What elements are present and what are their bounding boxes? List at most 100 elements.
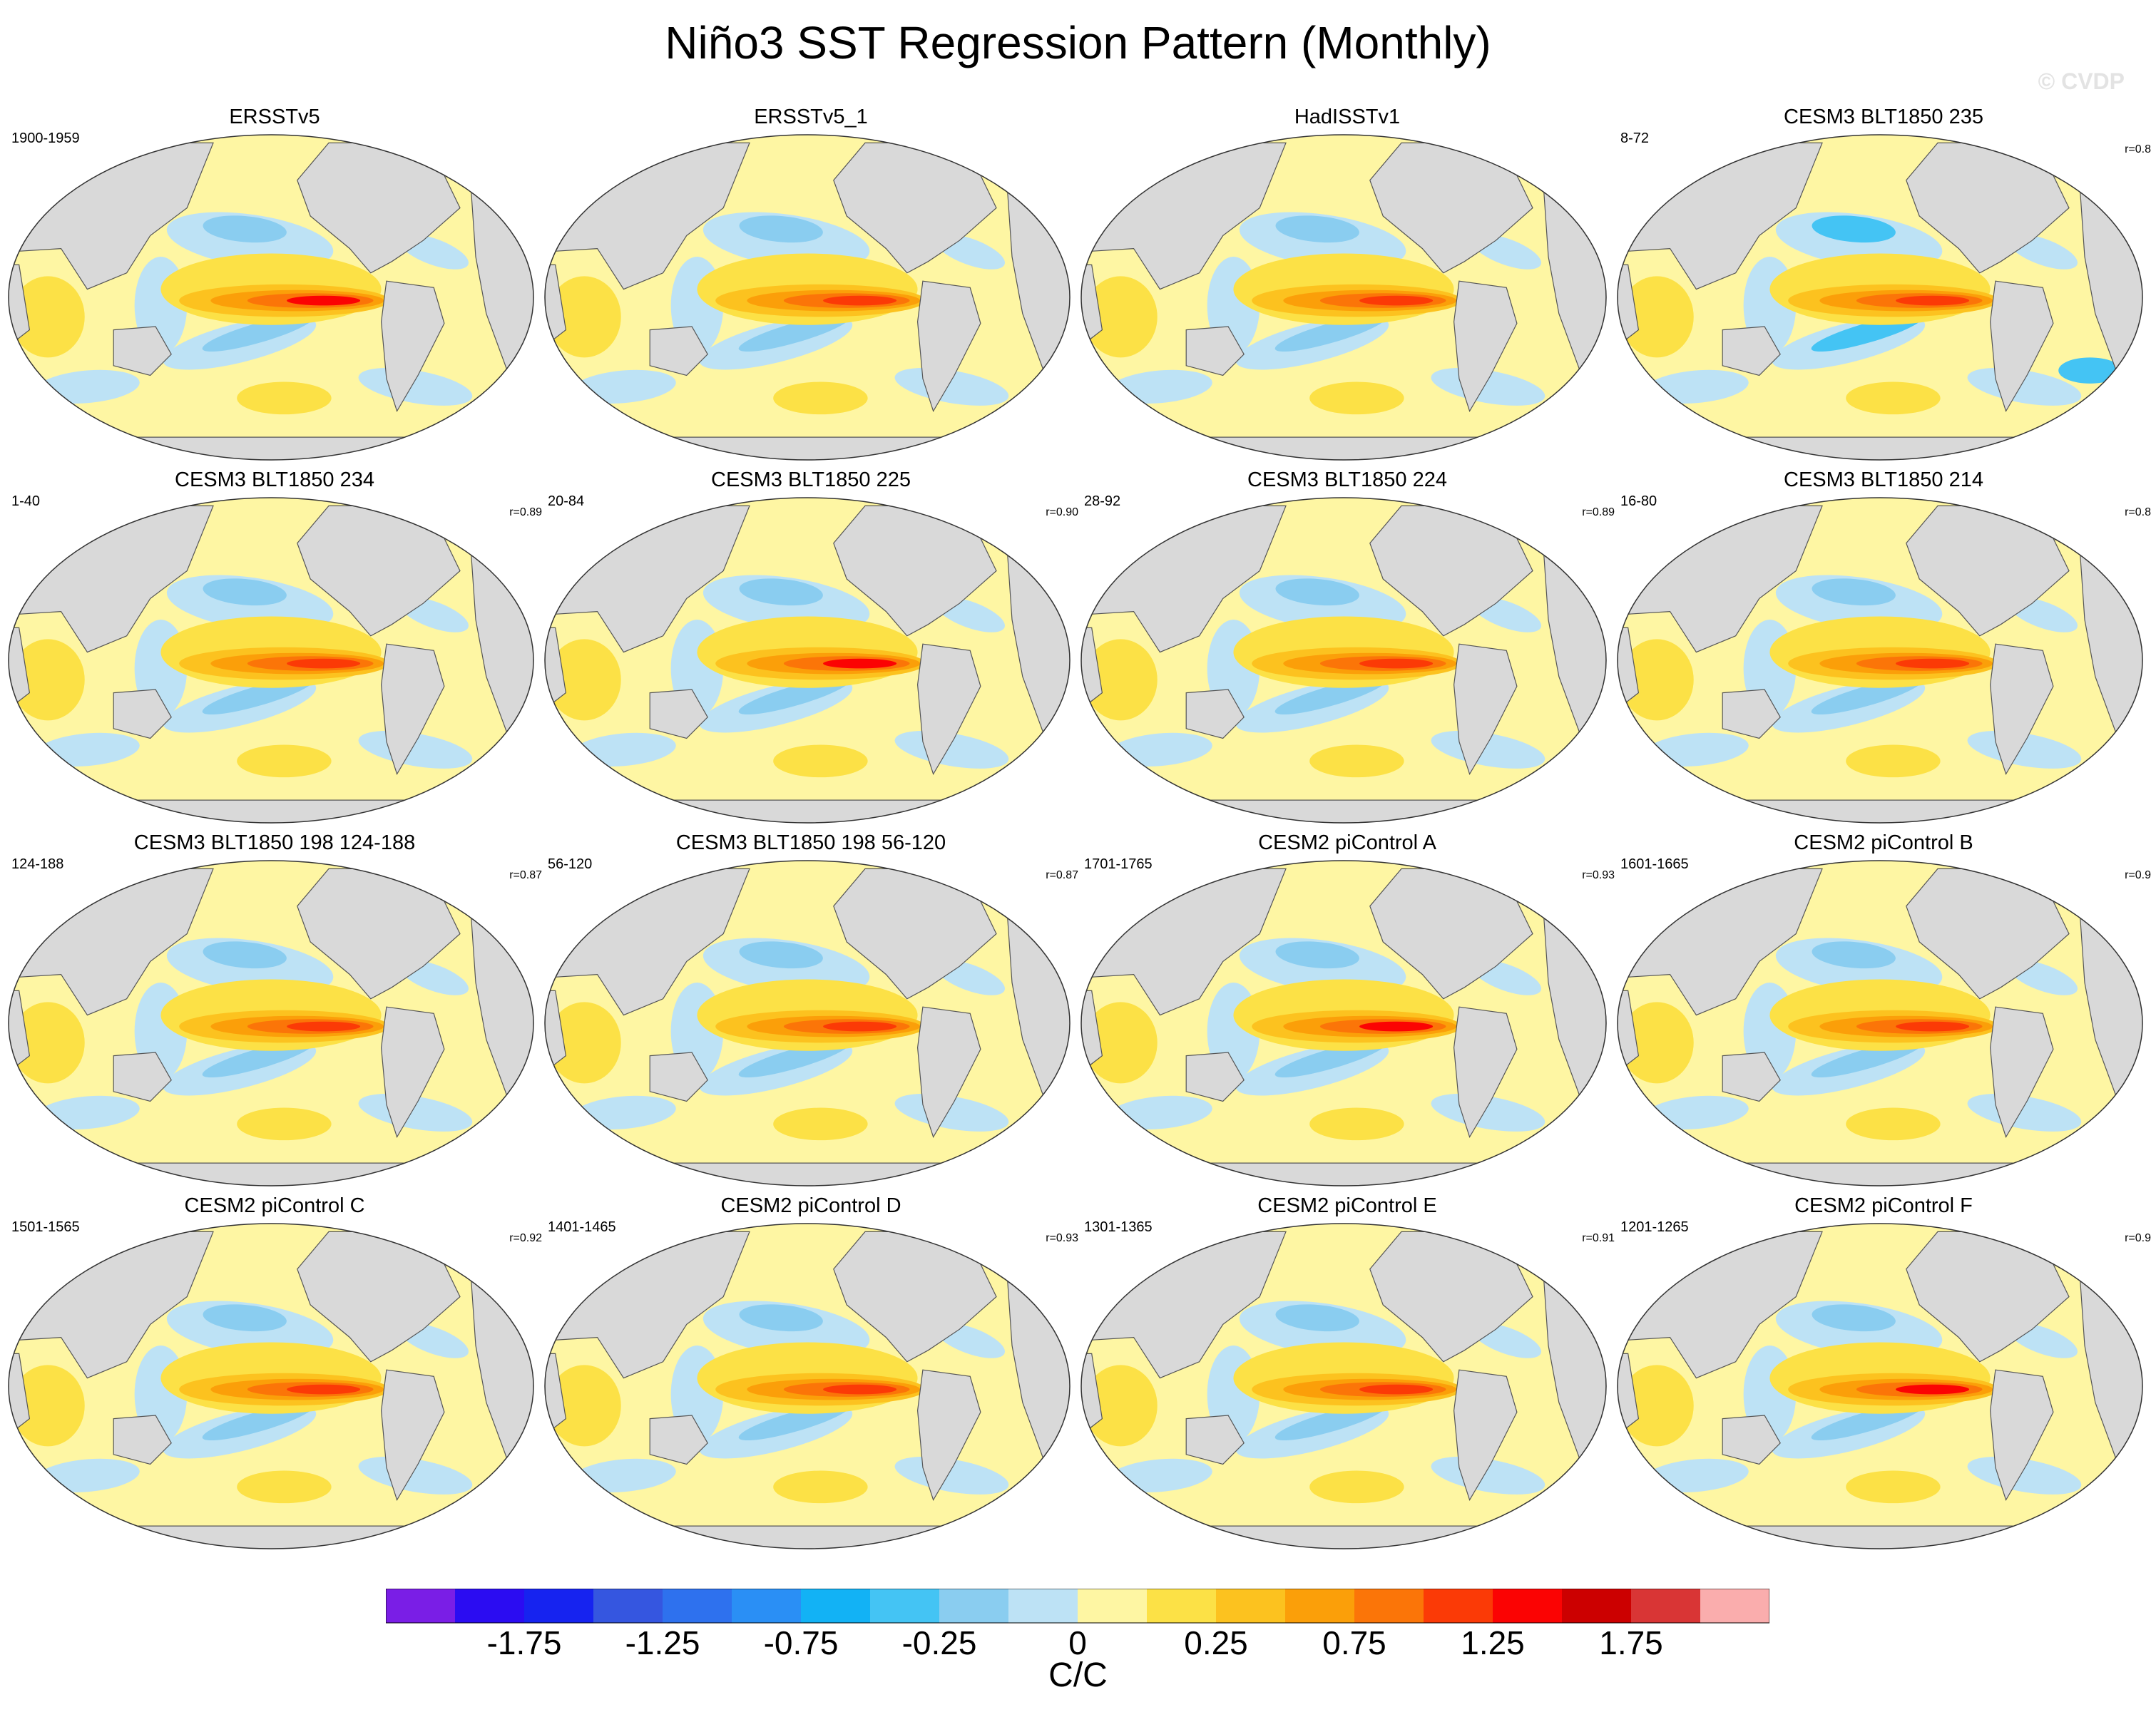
pattern-correlation: r=0.87 bbox=[509, 869, 542, 881]
indian-ocean-warm-anomaly bbox=[547, 639, 621, 721]
map-panel: CESM3 BLT1850 224 28-92 r=0.89 bbox=[1080, 467, 1615, 824]
panel-title: CESM3 BLT1850 225 bbox=[711, 468, 911, 491]
colorbar-swatch bbox=[732, 1589, 801, 1623]
map-panel: CESM3 BLT1850 198 56-120 56-120 r=0.87 bbox=[543, 830, 1078, 1186]
antarctica-land bbox=[1618, 1162, 2142, 1186]
colorbar-tick-label: -1.75 bbox=[486, 1624, 562, 1661]
indian-ocean-warm-anomaly bbox=[1083, 276, 1158, 358]
south-pacific-warm-anomaly bbox=[237, 1470, 332, 1504]
antarctica-land bbox=[1081, 799, 1606, 823]
africa-west-land bbox=[545, 264, 567, 347]
colorbar-tick-label: -0.25 bbox=[901, 1624, 977, 1661]
map-panel: CESM3 BLT1850 234 1-40 r=0.89 bbox=[7, 467, 542, 824]
south-america-land bbox=[1989, 1006, 2054, 1139]
pattern-correlation: r=0.91 bbox=[1582, 1232, 1615, 1244]
colorbar-tick-label: -1.25 bbox=[625, 1624, 700, 1661]
south-america-land bbox=[1989, 280, 2054, 413]
indian-ocean-warm-anomaly bbox=[547, 276, 621, 358]
africa-west-land bbox=[1081, 264, 1103, 347]
panel-years: 124-188 bbox=[11, 856, 64, 872]
map-outline bbox=[1080, 497, 1607, 824]
north-pacific-cool-core bbox=[203, 1304, 287, 1332]
nino3-peak-anomaly bbox=[823, 295, 897, 306]
south-pacific-warm-anomaly bbox=[1309, 1470, 1404, 1504]
south-america-land bbox=[916, 643, 981, 776]
map-outline bbox=[544, 860, 1071, 1186]
australia-land bbox=[1185, 1415, 1245, 1465]
africa-west-land bbox=[1618, 264, 1640, 347]
antarctica-land bbox=[545, 1525, 1070, 1549]
south-pacific-warm-anomaly bbox=[1846, 381, 1941, 415]
sst-regression-map bbox=[1080, 497, 1607, 824]
sst-regression-map bbox=[1617, 1223, 2143, 1549]
antarctica-land bbox=[9, 1162, 533, 1186]
colorbar-swatch bbox=[1008, 1589, 1078, 1623]
south-pacific-warm-anomaly bbox=[773, 381, 868, 415]
north-pacific-cool-core bbox=[1812, 1304, 1896, 1332]
sst-regression-map bbox=[544, 134, 1071, 461]
north-pacific-cool-core bbox=[739, 1304, 823, 1332]
antarctica-land bbox=[9, 1525, 533, 1549]
nino3-peak-anomaly bbox=[287, 295, 361, 306]
nino3-peak-anomaly bbox=[1359, 658, 1434, 669]
antarctica-land bbox=[1618, 799, 2142, 823]
colorbar-units: C/C bbox=[1048, 1656, 1108, 1694]
map-outline bbox=[544, 497, 1071, 824]
map-panel: CESM2 piControl A 1701-1765 r=0.93 bbox=[1080, 830, 1615, 1186]
sst-regression-map bbox=[1080, 134, 1607, 461]
map-outline bbox=[544, 1223, 1071, 1549]
africa-west-land bbox=[1081, 627, 1103, 710]
south-america-land bbox=[1453, 1006, 1518, 1139]
panel-title: CESM2 piControl C bbox=[184, 1194, 365, 1217]
map-outline bbox=[1080, 134, 1607, 461]
north-pacific-cool-core bbox=[739, 215, 823, 243]
panel-years: 1-40 bbox=[11, 493, 41, 509]
nino3-peak-anomaly bbox=[287, 658, 361, 669]
australia-land bbox=[649, 326, 708, 376]
colorbar-swatch bbox=[1700, 1589, 1769, 1623]
panel-years: 1501-1565 bbox=[11, 1219, 80, 1235]
pattern-correlation: r=0.8 bbox=[2125, 506, 2151, 518]
colorbar-tick-label: 0.25 bbox=[1184, 1624, 1248, 1661]
colorbar-swatch bbox=[663, 1589, 732, 1623]
map-outline bbox=[1617, 1223, 2143, 1549]
north-pacific-cool-core bbox=[1275, 941, 1359, 969]
pattern-correlation: r=0.89 bbox=[1582, 506, 1615, 518]
nino3-peak-anomaly bbox=[1359, 1384, 1434, 1395]
panel-title: CESM3 BLT1850 235 bbox=[1784, 106, 1983, 128]
nino3-peak-anomaly bbox=[1896, 1021, 1970, 1032]
indian-ocean-warm-anomaly bbox=[11, 1002, 85, 1084]
south-america-land bbox=[380, 280, 445, 413]
map-outline bbox=[8, 1223, 534, 1549]
north-pacific-cool-core bbox=[1812, 215, 1896, 243]
australia-land bbox=[113, 689, 172, 739]
map-panel: CESM3 BLT1850 235 8-72 r=0.8 bbox=[1616, 104, 2151, 461]
sst-regression-map bbox=[1617, 860, 2143, 1186]
panel-title: CESM2 piControl B bbox=[1794, 831, 1973, 854]
panel-years: 1701-1765 bbox=[1084, 856, 1153, 872]
panel-title: ERSSTv5 bbox=[229, 106, 320, 128]
africa-west-land bbox=[545, 1353, 567, 1436]
map-panel: ERSSTv5_1 bbox=[543, 104, 1078, 461]
colorbar-swatch bbox=[1493, 1589, 1562, 1623]
pattern-correlation: r=0.87 bbox=[1046, 869, 1078, 881]
panel-years: 1601-1665 bbox=[1620, 856, 1689, 872]
africa-west-land bbox=[1081, 990, 1103, 1073]
australia-land bbox=[1185, 1052, 1245, 1102]
south-america-land bbox=[380, 643, 445, 776]
pattern-correlation: r=0.8 bbox=[2125, 143, 2151, 155]
south-america-land bbox=[916, 1369, 981, 1502]
panel-years: 1301-1365 bbox=[1084, 1219, 1153, 1235]
panel-years: 28-92 bbox=[1084, 493, 1121, 509]
antarctica-land bbox=[9, 436, 533, 460]
indian-ocean-warm-anomaly bbox=[1620, 1002, 1694, 1084]
colorbar-swatch bbox=[593, 1589, 663, 1623]
south-pacific-warm-anomaly bbox=[1846, 1470, 1941, 1504]
south-pacific-warm-anomaly bbox=[773, 1470, 868, 1504]
panel-title: HadISSTv1 bbox=[1294, 106, 1401, 128]
colorbar-swatch bbox=[1216, 1589, 1285, 1623]
antarctica-land bbox=[1618, 436, 2142, 460]
south-pacific-warm-anomaly bbox=[1846, 744, 1941, 778]
south-america-land bbox=[1453, 643, 1518, 776]
australia-land bbox=[1722, 1052, 1781, 1102]
